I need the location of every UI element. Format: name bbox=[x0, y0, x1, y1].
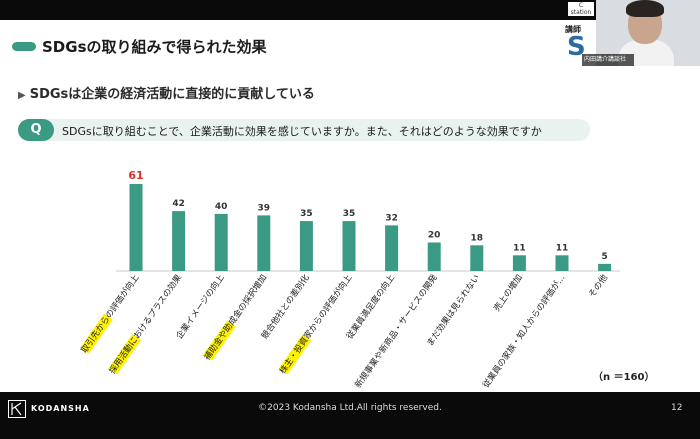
category-label-group: その他 bbox=[586, 272, 610, 300]
triangle-bullet-icon: ▶ bbox=[18, 90, 26, 101]
presenter-hair bbox=[626, 0, 664, 17]
bar-value-label: 5 bbox=[601, 252, 607, 262]
page-number: 12 bbox=[671, 403, 683, 413]
subheading: ▶ SDGsは企業の経済活動に直接的に貢献している bbox=[18, 83, 315, 102]
label-highlight bbox=[108, 334, 142, 375]
category-label-group: 従業員満足度の向上 bbox=[344, 272, 397, 341]
category-label-group: 競合他社との差別化 bbox=[259, 272, 312, 341]
webcam-video bbox=[596, 0, 700, 66]
chart-bar bbox=[555, 255, 569, 271]
bar-value-label: 61 bbox=[128, 169, 143, 182]
kodansha-logo-icon bbox=[8, 400, 26, 418]
bar-value-label: 35 bbox=[300, 209, 313, 219]
brand-name: KODANSHA bbox=[31, 404, 90, 413]
category-label: その他 bbox=[586, 272, 610, 300]
bar-value-label: 18 bbox=[471, 233, 484, 243]
category-label: 従業員の家族・知人からの評価が… bbox=[480, 272, 567, 390]
bar-value-label: 11 bbox=[556, 243, 569, 253]
chart-bar bbox=[257, 215, 271, 271]
category-label: 企業イメージの向上 bbox=[174, 272, 227, 341]
category-label-group: 採用活動におけるプラスの効果 bbox=[107, 272, 184, 376]
top-bar bbox=[0, 0, 700, 20]
label-highlight bbox=[203, 320, 236, 361]
category-label-group: 企業イメージの向上 bbox=[174, 272, 227, 341]
chart-bar bbox=[598, 263, 612, 271]
category-label-group: 売上の増加 bbox=[491, 272, 524, 313]
bar-value-label: 20 bbox=[428, 230, 441, 240]
footer-bar: KODANSHA ©2023 Kodansha Ltd.All rights r… bbox=[0, 392, 700, 439]
chart-bar bbox=[129, 184, 143, 271]
cstation-logo: C station bbox=[568, 2, 594, 16]
slide: SDGsの取り組みで得られた効果 ▶ SDGsは企業の経済活動に直接的に貢献してい… bbox=[0, 20, 700, 392]
bar-value-label: 42 bbox=[172, 199, 185, 209]
category-label: 競合他社との差別化 bbox=[259, 272, 312, 341]
presenter-name-caption: 内田講介講談社 bbox=[582, 54, 634, 66]
category-label: 従業員満足度の向上 bbox=[344, 272, 397, 341]
chart-bar bbox=[470, 245, 484, 271]
category-label: 株主・投資家からの評価が向上 bbox=[277, 272, 355, 376]
bar-value-label: 39 bbox=[258, 203, 271, 213]
chart-bar bbox=[172, 211, 186, 271]
category-label: 売上の増加 bbox=[491, 272, 524, 313]
sample-size-label: （n ＝160） bbox=[593, 372, 655, 383]
bar-chart: 61取引先からの評価が向上42採用活動におけるプラスの効果40企業イメージの向上… bbox=[79, 169, 620, 390]
chart-bar bbox=[299, 221, 313, 271]
question-badge: Q bbox=[18, 119, 54, 141]
chart-bar bbox=[512, 255, 526, 271]
category-label-group: 従業員の家族・知人からの評価が… bbox=[480, 272, 567, 390]
lecturer-letter: S bbox=[567, 32, 586, 62]
title-accent-bar bbox=[12, 42, 36, 51]
category-label: 新規事業や新商品・サービスの開発 bbox=[353, 272, 440, 390]
chart-bar bbox=[342, 221, 356, 271]
category-label: 採用活動におけるプラスの効果 bbox=[107, 272, 184, 376]
category-label-group: 新規事業や新商品・サービスの開発 bbox=[353, 272, 440, 390]
question-text: SDGsに取り組むことで、企業活動に効果を感じていますか。また、それはどのような… bbox=[62, 125, 542, 138]
bar-value-label: 32 bbox=[385, 213, 398, 223]
label-highlight bbox=[80, 313, 113, 354]
chart-bar bbox=[214, 213, 228, 271]
lecturer-label: 講師 bbox=[565, 25, 581, 34]
bar-value-label: 11 bbox=[513, 243, 526, 253]
chart-bar bbox=[385, 225, 399, 271]
chart-bar bbox=[427, 242, 441, 271]
question-box: Q SDGsに取り組むことで、企業活動に効果を感じていますか。また、それはどのよ… bbox=[18, 119, 590, 141]
subheading-text: SDGsは企業の経済活動に直接的に貢献している bbox=[29, 87, 315, 102]
category-label-group: 株主・投資家からの評価が向上 bbox=[277, 272, 355, 376]
label-highlight bbox=[278, 334, 312, 375]
copyright-text: ©2023 Kodansha Ltd.All rights reserved. bbox=[258, 403, 442, 413]
bar-value-label: 35 bbox=[343, 209, 356, 219]
bar-value-label: 40 bbox=[215, 202, 228, 212]
slide-title: SDGsの取り組みで得られた効果 bbox=[42, 38, 267, 56]
